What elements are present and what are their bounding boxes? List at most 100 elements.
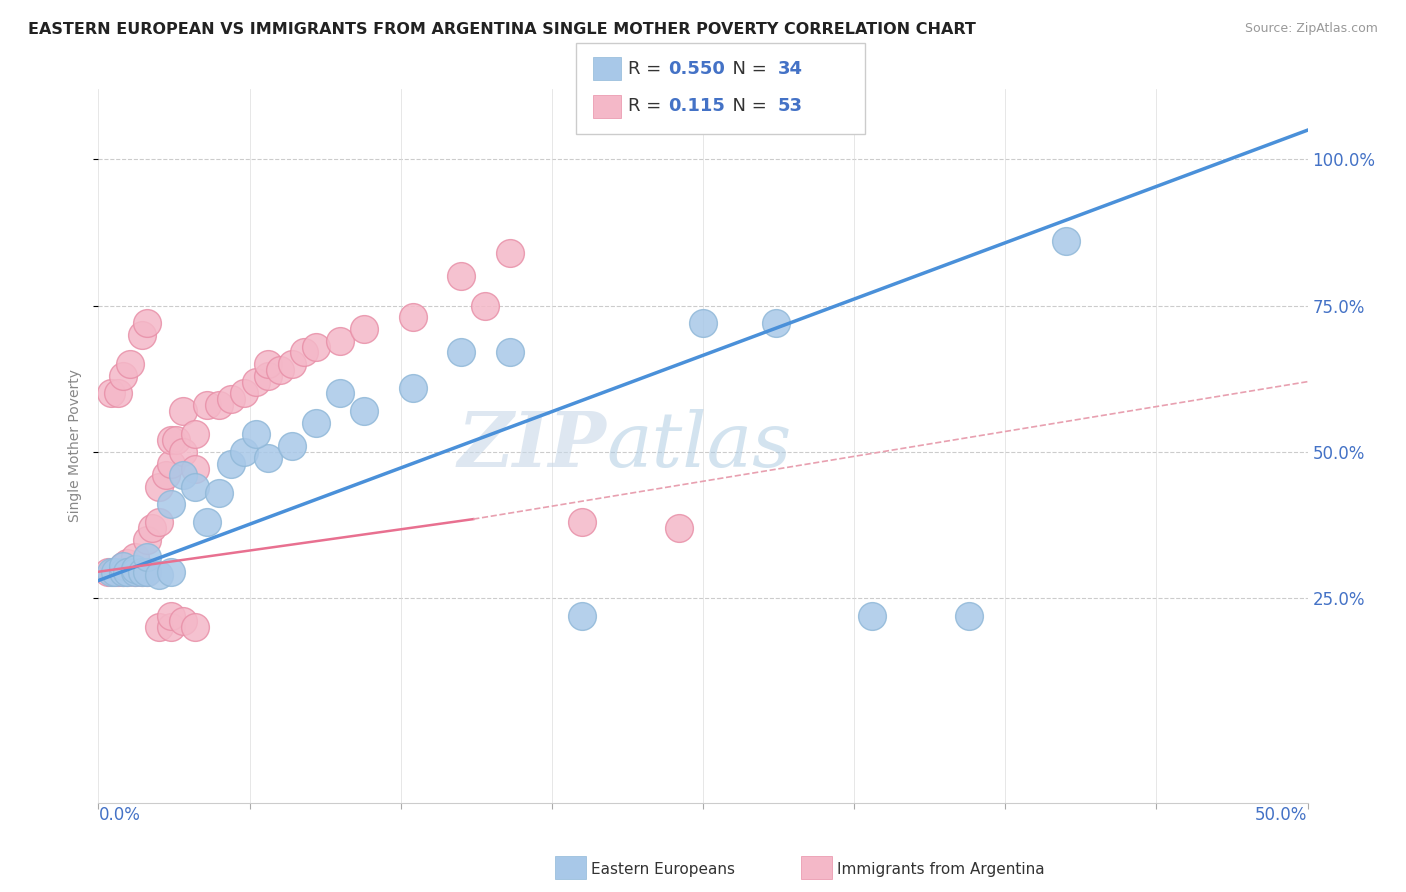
Text: EASTERN EUROPEAN VS IMMIGRANTS FROM ARGENTINA SINGLE MOTHER POVERTY CORRELATION : EASTERN EUROPEAN VS IMMIGRANTS FROM ARGE… (28, 22, 976, 37)
Point (141, 521, 163, 535)
Point (269, 363, 291, 377)
Text: Immigrants from Argentina: Immigrants from Argentina (837, 863, 1045, 877)
Point (101, 565, 124, 579)
Point (353, 322, 375, 336)
Point (498, 345, 520, 359)
Point (148, 620, 170, 634)
Point (165, 433, 187, 447)
Point (104, 565, 127, 579)
Text: Source: ZipAtlas.com: Source: ZipAtlas.com (1244, 22, 1378, 36)
Point (117, 565, 139, 579)
Text: N =: N = (721, 60, 773, 78)
Point (107, 565, 129, 579)
Point (124, 550, 146, 565)
Point (172, 468, 194, 483)
Point (172, 404, 194, 418)
Point (131, 565, 153, 579)
Text: ZIP: ZIP (457, 409, 606, 483)
Text: R =: R = (628, 60, 668, 78)
Point (131, 327, 153, 342)
Point (135, 316, 157, 330)
Point (111, 565, 134, 579)
Point (160, 457, 183, 471)
Point (111, 558, 134, 573)
Point (172, 615, 194, 629)
Text: 0.115: 0.115 (668, 97, 724, 115)
Point (281, 357, 304, 371)
Text: N =: N = (721, 97, 773, 115)
Point (256, 450, 278, 465)
Point (131, 565, 153, 579)
Point (256, 368, 278, 383)
Text: 0.0%: 0.0% (98, 805, 141, 823)
Point (232, 445, 254, 459)
Point (135, 565, 157, 579)
Point (160, 498, 183, 512)
Point (329, 334, 352, 348)
Point (117, 556, 139, 570)
Point (281, 439, 304, 453)
Point (208, 398, 231, 412)
Point (245, 375, 267, 389)
Point (135, 550, 157, 565)
Point (111, 565, 134, 579)
Point (124, 565, 146, 579)
Text: Eastern Europeans: Eastern Europeans (591, 863, 734, 877)
Point (402, 380, 425, 394)
Point (245, 427, 267, 442)
Point (155, 468, 177, 483)
Point (195, 398, 218, 412)
Point (160, 608, 183, 623)
Point (184, 462, 207, 476)
Point (450, 345, 472, 359)
Point (100, 386, 122, 401)
Point (135, 565, 157, 579)
Point (498, 246, 520, 260)
Point (124, 562, 146, 576)
Point (111, 558, 134, 573)
Point (329, 386, 352, 401)
Point (160, 433, 183, 447)
Point (184, 427, 207, 442)
Point (124, 565, 146, 579)
Point (184, 480, 207, 494)
Point (1054, 234, 1077, 248)
Point (571, 515, 593, 529)
Point (184, 620, 207, 634)
Point (256, 357, 278, 371)
Point (292, 345, 315, 359)
Point (160, 620, 183, 634)
Point (402, 310, 425, 325)
Point (117, 565, 139, 579)
Text: 0.550: 0.550 (668, 60, 724, 78)
Y-axis label: Single Mother Poverty: Single Mother Poverty (69, 369, 83, 523)
Point (221, 457, 243, 471)
Point (97, 565, 120, 579)
Text: 34: 34 (778, 60, 803, 78)
Point (353, 404, 375, 418)
Point (692, 316, 714, 330)
Point (668, 521, 690, 535)
Point (571, 608, 593, 623)
Point (221, 392, 243, 407)
Point (860, 608, 883, 623)
Point (208, 485, 231, 500)
Point (195, 515, 218, 529)
Point (148, 567, 170, 582)
Point (305, 416, 328, 430)
Text: 50.0%: 50.0% (1256, 805, 1308, 823)
Text: 53: 53 (778, 97, 803, 115)
Point (148, 515, 170, 529)
Point (232, 386, 254, 401)
Text: R =: R = (628, 97, 673, 115)
Point (305, 340, 328, 354)
Point (957, 608, 980, 623)
Point (111, 368, 134, 383)
Point (450, 269, 472, 284)
Point (100, 565, 122, 579)
Point (160, 565, 183, 579)
Point (172, 445, 194, 459)
Point (148, 480, 170, 494)
Point (118, 357, 141, 371)
Text: atlas: atlas (606, 409, 792, 483)
